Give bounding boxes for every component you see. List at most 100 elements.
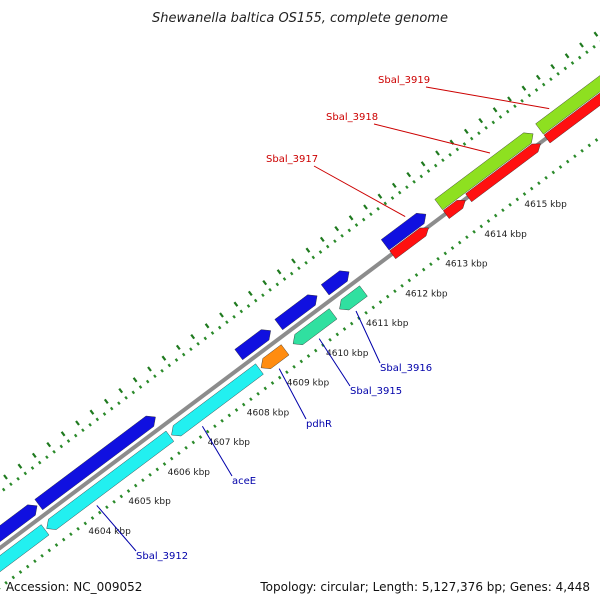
topology-label: Topology: circular; Length: 5,127,376 bp…	[260, 580, 590, 594]
gc-tick-inner	[234, 408, 239, 412]
gc-tick-inner	[342, 327, 347, 331]
gc-tick-outer	[333, 239, 337, 244]
gc-tick-outer	[225, 320, 229, 325]
gc-tick-inner	[249, 397, 253, 402]
gc-tick-outer	[37, 460, 42, 465]
gc-tick-inner	[270, 381, 275, 385]
gc-tick-outer	[347, 228, 352, 233]
scale-label: 4607 kbp	[208, 438, 251, 448]
cds-forward-red	[389, 227, 429, 260]
cds-forward	[274, 294, 318, 331]
gc-tick-outer-major	[492, 107, 498, 113]
gc-tick-inner	[580, 148, 584, 153]
cds-forward	[320, 270, 350, 296]
gc-tick-inner	[429, 262, 433, 267]
gc-tick-inner	[97, 510, 102, 515]
gc-tick-inner	[594, 138, 599, 142]
gc-tick-inner	[76, 526, 80, 531]
gc-tick-outer	[81, 428, 85, 433]
gc-tick-outer	[585, 50, 589, 55]
gc-tick-outer-major	[507, 96, 512, 102]
gc-tick-inner	[486, 219, 491, 223]
gc-tick-outer	[340, 233, 344, 238]
gc-tick-outer-major	[276, 269, 282, 275]
gc-tick-outer-major	[204, 323, 210, 329]
gc-tick-outer	[174, 358, 179, 362]
gc-tick-outer	[232, 314, 236, 319]
gc-tick-outer	[1, 487, 6, 492]
gc-tick-inner	[450, 246, 455, 250]
gc-tick-outer-major	[550, 63, 556, 70]
gc-tick-inner	[54, 543, 59, 547]
gc-tick-outer	[419, 174, 424, 179]
gc-tick-inner	[544, 175, 548, 180]
cds-forward	[380, 212, 427, 251]
gc-tick-inner	[11, 575, 16, 580]
gc-tick-outer	[88, 422, 92, 427]
label-leader-line	[96, 505, 137, 552]
gc-tick-outer	[376, 206, 380, 211]
gc-tick-outer	[426, 169, 431, 173]
gc-tick-inner	[69, 532, 73, 537]
gc-tick-inner	[501, 208, 505, 213]
gc-tick-outer-major	[118, 387, 124, 394]
gc-tick-inner	[551, 170, 556, 175]
cds-forward-lime	[535, 75, 600, 135]
cds-reverse	[46, 430, 175, 530]
gc-tick-inner	[112, 499, 116, 504]
gc-tick-outer	[433, 163, 438, 168]
gc-tick-inner	[227, 413, 232, 418]
label-leader-line	[318, 338, 351, 387]
gc-tick-outer-major	[161, 355, 167, 361]
gc-tick-outer-major	[435, 150, 440, 156]
gc-tick-outer	[181, 352, 186, 357]
gc-tick-outer	[16, 476, 20, 481]
gc-tick-outer	[239, 309, 244, 314]
gc-tick-outer	[477, 131, 481, 136]
gc-tick-outer	[167, 363, 172, 368]
gc-tick-outer	[153, 374, 157, 379]
gc-tick-outer	[304, 260, 308, 265]
gc-tick-inner	[573, 154, 577, 159]
gc-tick-outer-major	[17, 463, 23, 469]
gc-tick-inner	[83, 521, 88, 526]
label-leader-line	[278, 368, 307, 420]
gc-tick-outer-major	[406, 171, 412, 178]
gc-tick-inner	[256, 391, 260, 396]
scale-label: 4609 kbp	[287, 378, 330, 388]
gc-tick-inner	[472, 229, 476, 234]
gc-tick-inner	[18, 570, 23, 574]
gc-tick-outer-major	[190, 333, 196, 340]
label-leader-line	[313, 165, 406, 218]
gc-tick-outer-major	[60, 431, 66, 437]
gc-tick-outer	[556, 71, 560, 76]
gc-tick-inner	[162, 462, 167, 466]
gc-tick-outer-major	[291, 258, 296, 264]
scale-label: 4608 kbp	[247, 408, 290, 418]
gc-tick-outer	[534, 88, 539, 92]
gene-label: Sbal_3912	[136, 551, 188, 562]
gc-tick-outer	[448, 152, 452, 157]
gc-tick-inner	[126, 489, 131, 493]
gene-label: pdhR	[306, 419, 332, 430]
cds-forward-red	[543, 92, 600, 144]
gc-tick-inner	[33, 559, 37, 564]
gc-tick-inner	[537, 181, 541, 186]
accession-label: Accession: NC_009052	[6, 580, 143, 594]
gc-tick-outer	[253, 298, 258, 303]
gc-tick-outer	[261, 293, 265, 298]
gc-tick-outer	[117, 401, 121, 406]
gc-tick-inner	[306, 354, 311, 358]
gc-tick-inner	[119, 494, 124, 499]
gene-label: Sbal_3918	[326, 112, 378, 123]
gc-tick-outer	[577, 55, 582, 60]
gc-tick-inner	[328, 337, 332, 342]
gc-tick-inner	[285, 370, 289, 375]
gc-tick-inner	[508, 202, 512, 207]
label-leader-line	[201, 425, 233, 477]
gc-tick-outer-major	[521, 85, 527, 91]
gc-tick-outer	[592, 44, 596, 49]
gc-tick-outer-major	[535, 74, 541, 81]
gc-tick-inner	[522, 192, 527, 196]
gc-tick-inner	[184, 445, 188, 450]
